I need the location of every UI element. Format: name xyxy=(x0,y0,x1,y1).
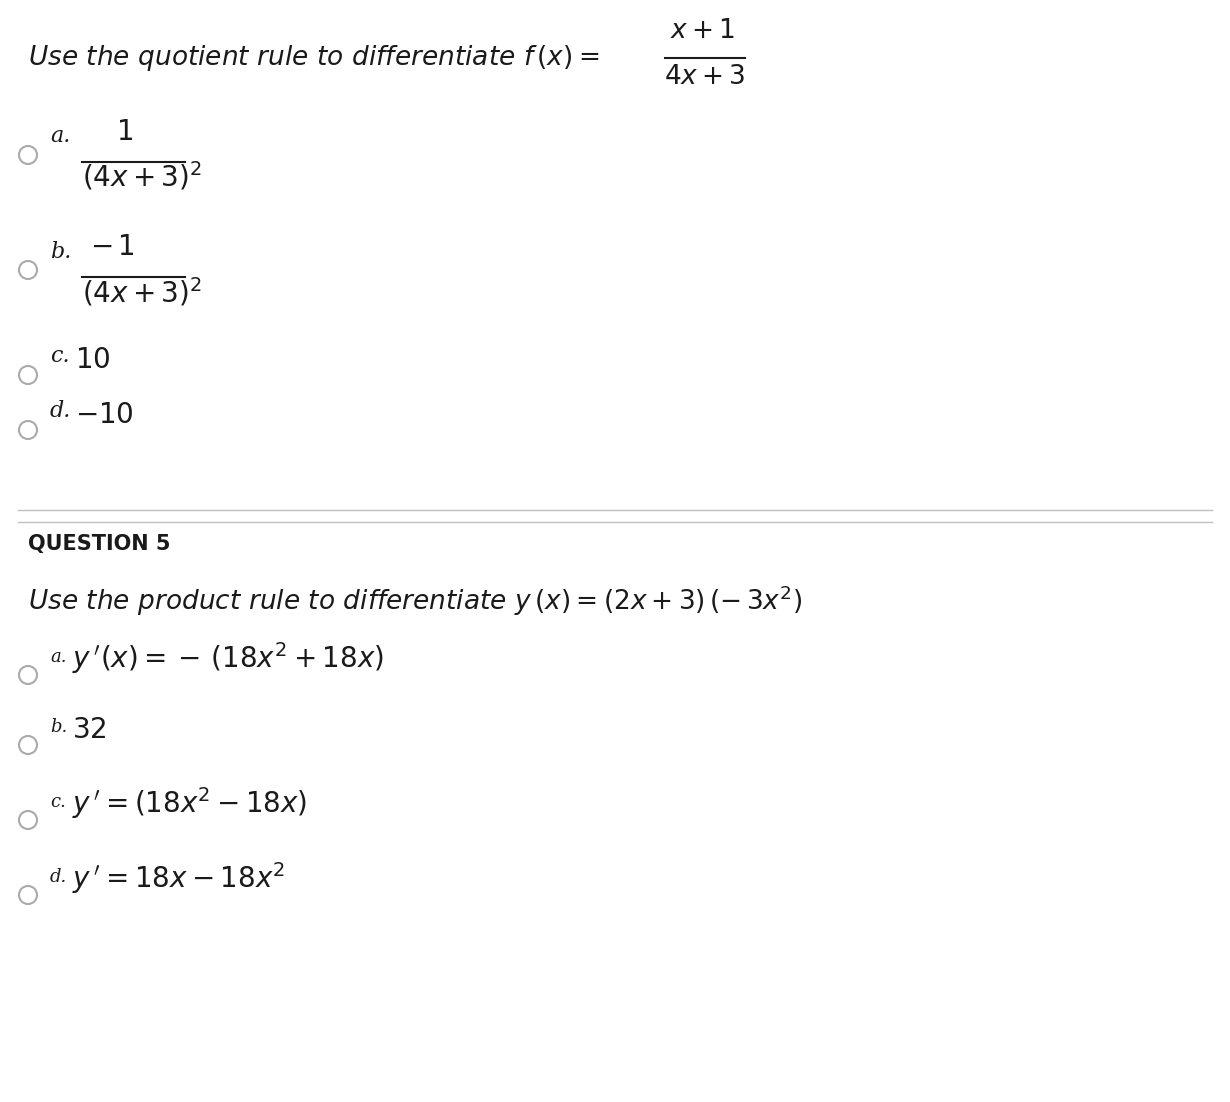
Text: $(4x+3)^{2}$: $(4x+3)^{2}$ xyxy=(82,276,202,307)
Text: d.: d. xyxy=(50,868,68,886)
Text: $\mathit{Use\ the\ quotient\ rule\ to\ differentiate}\ f\,(x) =$: $\mathit{Use\ the\ quotient\ rule\ to\ d… xyxy=(28,43,599,73)
Text: b.: b. xyxy=(50,241,71,263)
Text: QUESTION 5: QUESTION 5 xyxy=(28,534,171,554)
Text: $y\,' = (18x^{2}-18x)$: $y\,' = (18x^{2}-18x)$ xyxy=(73,785,308,821)
Text: $(4x+3)^{2}$: $(4x+3)^{2}$ xyxy=(82,160,202,193)
Text: $4x+3$: $4x+3$ xyxy=(664,64,745,89)
Text: $x+1$: $x+1$ xyxy=(670,18,736,43)
Text: c.: c. xyxy=(50,345,70,367)
Text: c.: c. xyxy=(50,793,66,811)
Text: $1$: $1$ xyxy=(117,119,134,145)
Text: b.: b. xyxy=(50,719,68,736)
Text: $32$: $32$ xyxy=(73,717,107,744)
Text: $10$: $10$ xyxy=(75,347,111,374)
Text: $y\,' = 18x-18x^{2}$: $y\,' = 18x-18x^{2}$ xyxy=(73,860,285,896)
Text: $y\,'(x) = -\,(18x^{2}+18x)$: $y\,'(x) = -\,(18x^{2}+18x)$ xyxy=(73,640,384,676)
Text: a.: a. xyxy=(50,125,70,147)
Text: $-10$: $-10$ xyxy=(75,402,134,429)
Text: $\mathit{Use\ the\ product\ rule\ to\ differentiate}\ y\,(x) = (2x+3)\,(-\,3x^{2: $\mathit{Use\ the\ product\ rule\ to\ di… xyxy=(28,583,802,618)
Text: a.: a. xyxy=(50,648,66,666)
Text: $-\,1$: $-\,1$ xyxy=(90,234,134,261)
Text: d.: d. xyxy=(50,400,71,422)
